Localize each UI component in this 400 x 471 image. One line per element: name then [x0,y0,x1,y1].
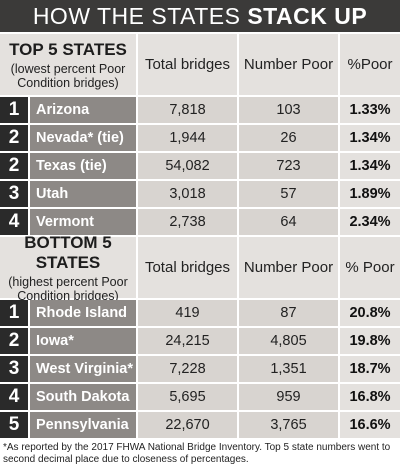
total-bridges: 3,018 [138,181,237,207]
state-name: Pennsylvania [30,412,136,438]
column-header: %Poor [340,34,400,95]
footnote: *As reported by the 2017 FHWA National B… [3,442,391,465]
rank: 3 [0,356,28,382]
column-header: Total bridges [138,34,237,95]
rank: 2 [0,328,28,354]
rank: 4 [0,384,28,410]
state-name: Utah [30,181,136,207]
number-poor: 1,351 [239,356,338,382]
percent-poor: 16.8% [340,384,400,410]
state-name: Nevada* (tie) [30,125,136,151]
total-bridges: 7,228 [138,356,237,382]
percent-poor: 1.33% [340,97,400,123]
number-poor: 57 [239,181,338,207]
rank: 1 [0,97,28,123]
table-section: BOTTOM 5 STATES (highest percent Poor Con… [0,233,400,438]
state-name: Iowa* [30,328,136,354]
rank: 1 [0,300,28,326]
total-bridges: 22,670 [138,412,237,438]
column-header: Number Poor [239,34,338,95]
number-poor: 26 [239,125,338,151]
total-bridges: 5,695 [138,384,237,410]
number-poor: 64 [239,209,338,235]
title-bar: HOW THE STATES STACK UP [0,0,400,32]
percent-poor: 20.8% [340,300,400,326]
rank: 3 [0,181,28,207]
number-poor: 103 [239,97,338,123]
state-name: Arizona [30,97,136,123]
total-bridges: 1,944 [138,125,237,151]
percent-poor: 19.8% [340,328,400,354]
table-section: TOP 5 STATES (lowest percent Poor Conditi… [0,32,400,235]
total-bridges: 419 [138,300,237,326]
state-name: Rhode Island [30,300,136,326]
section-header: BOTTOM 5 STATES (highest percent Poor Con… [0,233,136,303]
number-poor: 87 [239,300,338,326]
rank: 2 [0,153,28,179]
number-poor: 4,805 [239,328,338,354]
total-bridges: 7,818 [138,97,237,123]
total-bridges: 54,082 [138,153,237,179]
total-bridges: 24,215 [138,328,237,354]
percent-poor: 1.34% [340,125,400,151]
state-name: Vermont [30,209,136,235]
percent-poor: 1.34% [340,153,400,179]
percent-poor: 16.6% [340,412,400,438]
section-header: TOP 5 STATES (lowest percent Poor Conditi… [0,34,136,95]
section-title: BOTTOM 5 STATES [24,232,112,272]
percent-poor: 1.89% [340,181,400,207]
number-poor: 723 [239,153,338,179]
state-name: South Dakota [30,384,136,410]
state-name: West Virginia* [30,356,136,382]
percent-poor: 2.34% [340,209,400,235]
section-subtitle: (highest percent Poor Condition bridges) [8,274,128,303]
percent-poor: 18.7% [340,356,400,382]
section-title: TOP 5 STATES [9,39,127,59]
rank: 5 [0,412,28,438]
title-regular: HOW THE STATES [32,2,241,29]
rank: 2 [0,125,28,151]
rank: 4 [0,209,28,235]
column-header: Total bridges [138,237,237,298]
sections: TOP 5 STATES (lowest percent Poor Conditi… [0,32,400,438]
column-header: Number Poor [239,237,338,298]
section-subtitle: (lowest percent Poor Condition bridges) [10,61,126,90]
title-bold: STACK UP [247,2,368,29]
number-poor: 959 [239,384,338,410]
total-bridges: 2,738 [138,209,237,235]
state-name: Texas (tie) [30,153,136,179]
column-header: % Poor [340,237,400,298]
number-poor: 3,765 [239,412,338,438]
